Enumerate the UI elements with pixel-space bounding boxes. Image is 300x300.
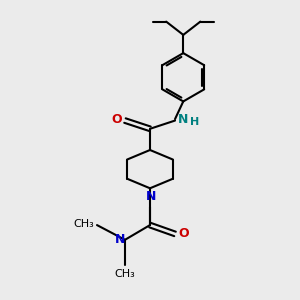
Text: CH₃: CH₃	[115, 269, 135, 279]
Text: N: N	[115, 233, 125, 246]
Text: N: N	[177, 112, 188, 126]
Text: H: H	[190, 117, 200, 127]
Text: O: O	[178, 227, 189, 240]
Text: N: N	[146, 190, 156, 203]
Text: O: O	[111, 113, 122, 127]
Text: CH₃: CH₃	[74, 219, 94, 229]
